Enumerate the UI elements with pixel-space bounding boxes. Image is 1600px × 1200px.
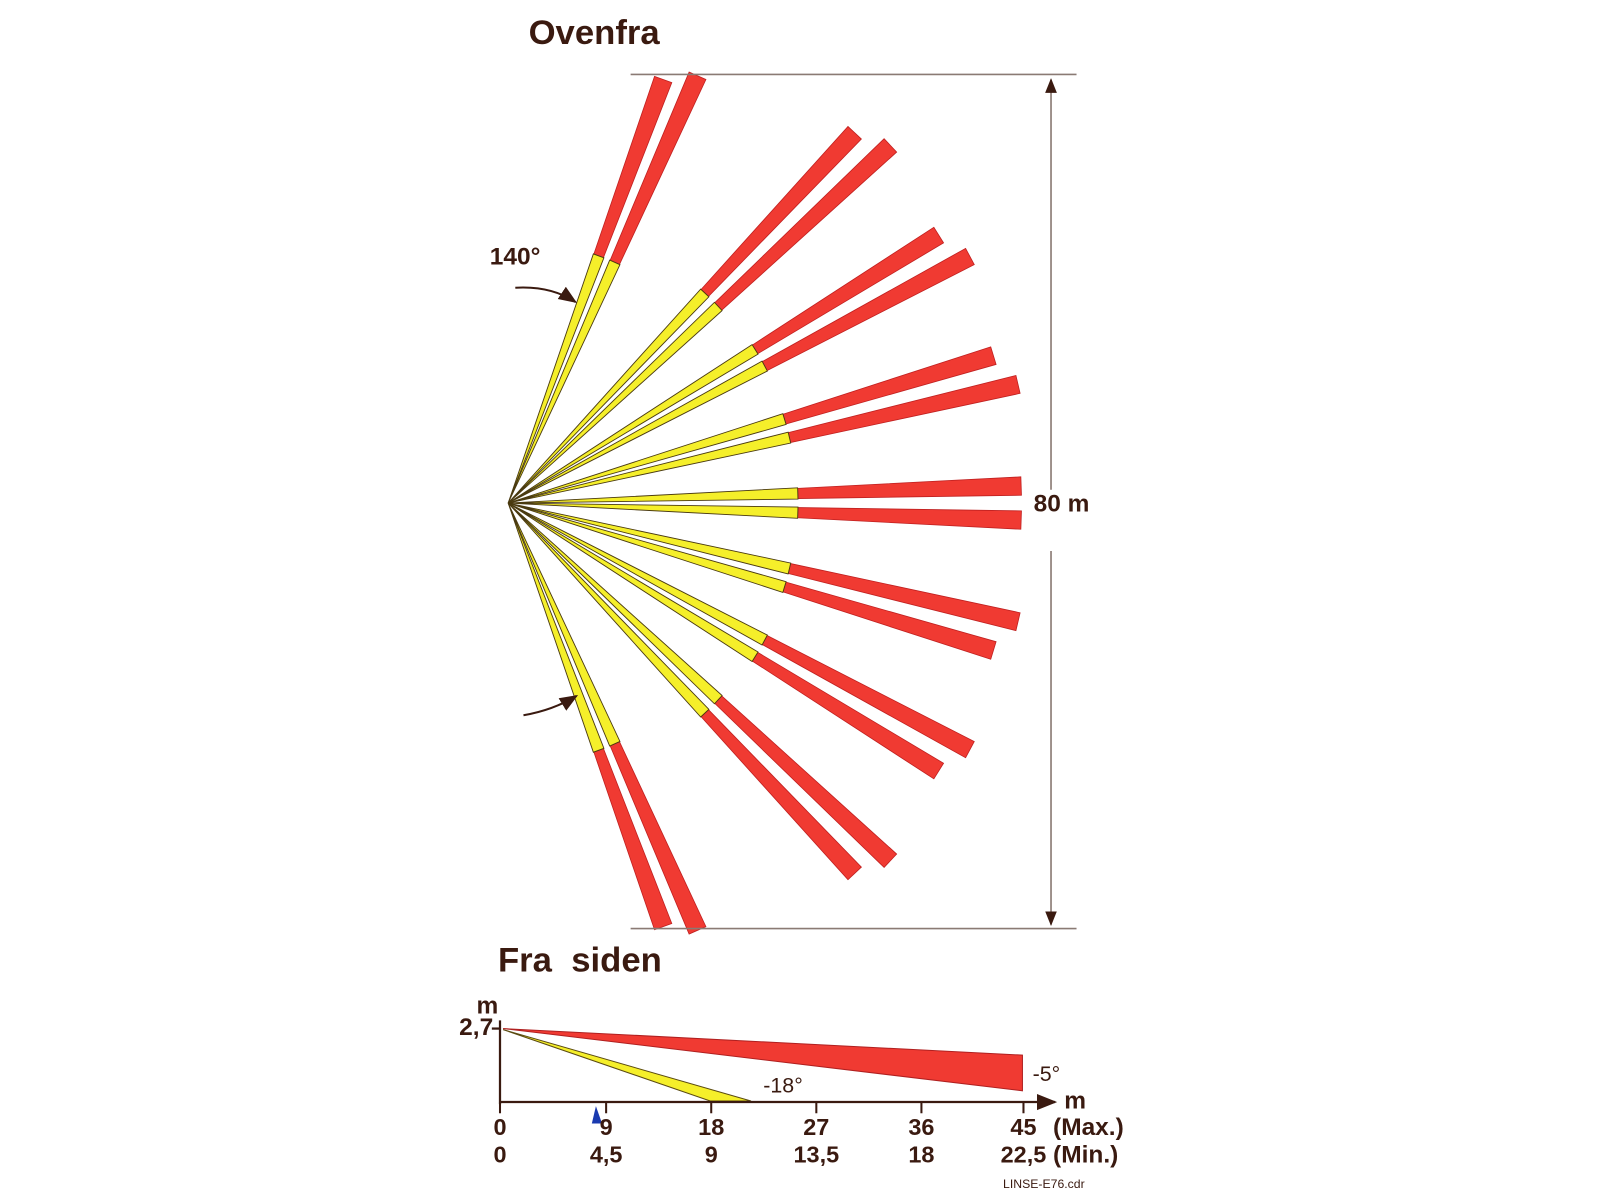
top-title: Ovenfra [529,14,661,52]
beam-near [508,413,787,504]
beam [507,75,673,504]
beam-near [508,502,799,519]
x-unit: m [1064,1088,1086,1115]
upper-beam [503,1028,1023,1092]
beam [507,247,975,504]
beam [507,502,898,869]
beam-near [508,502,792,575]
beam [507,502,975,759]
beam [507,138,898,504]
beam-far [761,634,975,759]
distance-label: 80 m [1034,491,1090,518]
angle-label: -5° [1033,1062,1061,1086]
max-tick-label: 18 [698,1114,724,1140]
beam-far [700,125,862,298]
beam [508,502,997,660]
beam-near [507,502,605,753]
beam-far [797,476,1022,499]
max-tick-label: 27 [803,1114,829,1140]
beam-near [508,502,787,593]
min-label: (Min.) [1053,1142,1118,1169]
min-tick-label: 9 [705,1141,718,1167]
beam-near [507,502,621,747]
beam [507,125,862,504]
angle-label: 140° [490,244,541,271]
beam [508,476,1022,504]
max-tick-label: 36 [908,1114,934,1140]
beam [508,346,997,504]
beam-near [507,502,723,705]
angle-label: -18° [763,1073,803,1097]
beam-fan [507,71,1022,935]
beam-near [507,288,710,504]
beam-near [507,301,723,504]
height-label: 2,7 [459,1014,493,1041]
beam [508,374,1021,504]
max-label: (Max.) [1053,1114,1124,1141]
angle-arrow [515,286,578,304]
beam-near [507,502,710,718]
beam [507,226,945,504]
beam-near [507,343,759,504]
beam [508,502,1022,530]
beam-near [507,502,768,646]
beam-far [700,709,862,881]
min-tick-label: 18 [908,1141,934,1167]
beam-near [507,502,759,663]
min-tick-label: 13,5 [793,1141,839,1167]
file-label: LINSE-E76.cdr [1003,1177,1085,1191]
sensor-marker [591,1106,603,1124]
beam-near [507,253,605,504]
beam [508,502,1021,632]
beam-near [507,360,768,504]
beam [507,502,707,935]
min-tick-label: 0 [493,1141,506,1167]
beam [507,502,945,780]
max-tick-label: 45 [1010,1114,1036,1140]
y-unit: m [477,993,499,1020]
angle-arrow [523,694,579,717]
max-tick-label: 0 [493,1114,506,1140]
beam [507,71,707,504]
min-tick-label: 22,5 [1001,1141,1047,1167]
beam-near [508,487,799,504]
beam [507,502,862,881]
max-tick-label: 9 [600,1114,613,1140]
min-tick-label: 4,5 [590,1141,623,1167]
beam-far [761,247,975,372]
beam-far [797,507,1022,530]
beam-near [507,259,621,504]
beam [507,502,673,931]
side-title: Fra siden [498,941,662,979]
beam-near [508,431,792,504]
